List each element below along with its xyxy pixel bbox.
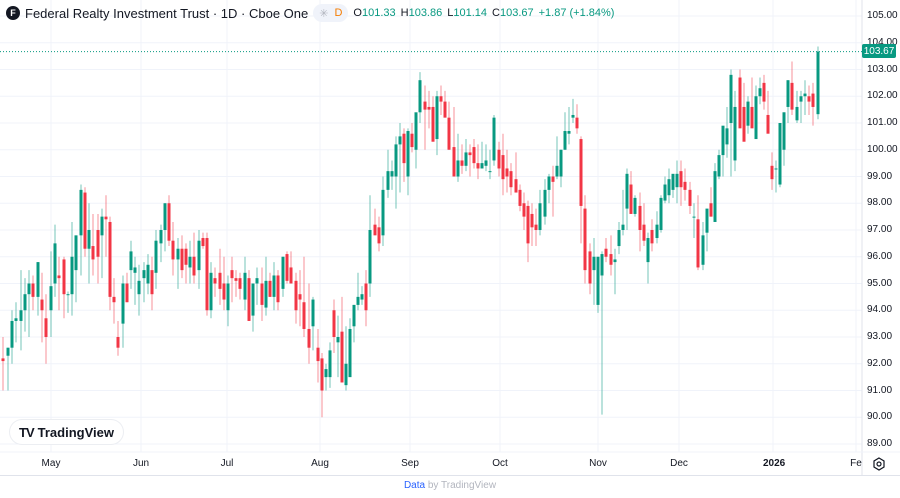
- settings-icon[interactable]: [872, 457, 886, 471]
- candlestick-plot[interactable]: [0, 0, 900, 476]
- price-tick-label: 92.00: [867, 357, 893, 369]
- time-tick-label: Nov: [589, 458, 607, 469]
- tradingview-badge-label: TradingView: [37, 424, 114, 440]
- price-tick-label: 101.00: [867, 117, 898, 128]
- ohlc-close: C103.67: [492, 7, 534, 19]
- grid-lines: [0, 0, 862, 452]
- price-tick-label: 103.00: [867, 63, 898, 75]
- time-tick-label: Oct: [492, 458, 508, 469]
- price-tick-label: 102.00: [867, 90, 898, 102]
- data-link[interactable]: Data: [403, 480, 426, 491]
- time-tick-label: Aug: [311, 458, 329, 469]
- price-tick-label: 89.00: [867, 438, 893, 449]
- footer-attribution: Data by TradingView: [0, 480, 900, 491]
- price-tick-label: 95.00: [867, 277, 893, 289]
- price-tick-label: 99.00: [867, 170, 893, 182]
- delayed-data-label: D: [334, 7, 343, 19]
- time-tick-label: Fe: [850, 458, 862, 469]
- time-tick-label: Sep: [401, 458, 419, 469]
- ohlc-low: L101.14: [447, 7, 488, 19]
- price-tick-label: 97.00: [867, 224, 893, 235]
- time-tick-label: Jul: [220, 458, 234, 469]
- price-tick-label: 100.00: [867, 143, 898, 155]
- footer-text: by TradingView: [425, 480, 497, 491]
- price-tick-label: 105.00: [867, 10, 898, 21]
- time-tick-label: Dec: [670, 458, 688, 469]
- tradingview-badge[interactable]: TV TradingView: [10, 420, 123, 444]
- tradingview-logo-icon: TV: [19, 424, 35, 440]
- symbol-title[interactable]: Federal Realty Investment Trust · 1D · C…: [25, 5, 309, 21]
- ohlc-high: H103.86: [400, 7, 443, 19]
- price-tick-label: 96.00: [867, 250, 893, 262]
- last-price-tag: 103.67: [862, 44, 896, 58]
- time-tick-label: 2026: [763, 458, 786, 469]
- market-closed-icon: ✳: [319, 7, 329, 20]
- ohlc-open: O101.33: [353, 7, 396, 19]
- time-tick-label: May: [41, 458, 61, 469]
- price-tick-label: 98.00: [867, 197, 893, 209]
- price-tick-label: 104.00: [867, 36, 898, 48]
- ohlc-values: O101.33 H103.86 L101.14 C103.67 +1.87 (+…: [353, 7, 614, 19]
- candles: [1, 46, 820, 418]
- time-tick-label: Jun: [132, 458, 150, 469]
- price-tick-label: 93.00: [867, 331, 893, 342]
- market-status-pill[interactable]: ✳ D: [313, 4, 349, 22]
- price-tick-label: 91.00: [867, 384, 893, 396]
- price-tick-label: 90.00: [867, 411, 893, 423]
- symbol-logo-icon: F: [6, 6, 20, 20]
- chart-legend: F Federal Realty Investment Trust · 1D ·…: [6, 4, 614, 22]
- ohlc-change: +1.87 (+1.84%): [538, 7, 615, 19]
- price-tick-label: 94.00: [867, 304, 893, 316]
- chart-frame[interactable]: F Federal Realty Investment Trust · 1D ·…: [0, 0, 900, 476]
